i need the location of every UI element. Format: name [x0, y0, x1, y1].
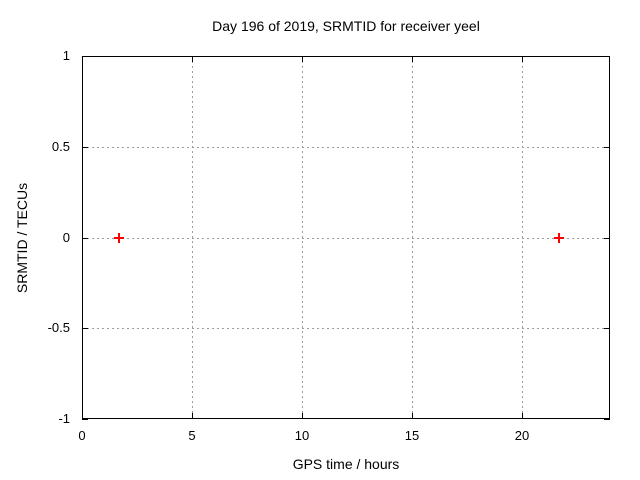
y-tick-label: 1 [62, 48, 70, 63]
x-gridline [412, 56, 413, 419]
x-tick-label: 10 [294, 428, 310, 443]
x-tick-mark [82, 413, 83, 419]
x-tick-mark [192, 56, 193, 62]
y-tick-mark [604, 328, 610, 329]
x-tick-mark [412, 413, 413, 419]
marker-v-bar [558, 232, 561, 243]
y-gridline [82, 328, 610, 329]
y-tick-mark [604, 56, 610, 57]
y-tick-label: 0 [62, 230, 70, 245]
x-tick-mark [522, 56, 523, 62]
x-tick-mark [522, 413, 523, 419]
y-tick-label: 0.5 [51, 139, 70, 154]
y-tick-mark [82, 56, 88, 57]
x-tick-label: 20 [514, 428, 530, 443]
x-axis-label: GPS time / hours [292, 456, 400, 472]
y-tick-mark [604, 419, 610, 420]
y-tick-mark [82, 147, 88, 148]
marker-v-bar [118, 232, 121, 243]
x-tick-mark [302, 413, 303, 419]
x-gridline [302, 56, 303, 419]
data-point-marker [114, 232, 125, 243]
y-gridline [82, 147, 610, 148]
x-tick-mark [82, 56, 83, 62]
x-tick-label: 0 [78, 428, 86, 443]
data-point-marker [554, 232, 565, 243]
x-tick-label: 15 [404, 428, 420, 443]
y-tick-mark [82, 238, 88, 239]
x-gridline [192, 56, 193, 419]
x-tick-mark [192, 413, 193, 419]
y-tick-mark [82, 328, 88, 329]
y-tick-mark [604, 147, 610, 148]
y-gridline [82, 238, 610, 239]
x-gridline [522, 56, 523, 419]
y-tick-label: -0.5 [47, 320, 70, 335]
plot-area [82, 56, 610, 419]
y-tick-mark [82, 419, 88, 420]
chart-title: Day 196 of 2019, SRMTID for receiver yee… [212, 18, 480, 34]
x-tick-mark [302, 56, 303, 62]
y-tick-mark [604, 238, 610, 239]
x-tick-label: 5 [188, 428, 196, 443]
x-tick-mark [412, 56, 413, 62]
y-tick-label: -1 [58, 411, 70, 426]
